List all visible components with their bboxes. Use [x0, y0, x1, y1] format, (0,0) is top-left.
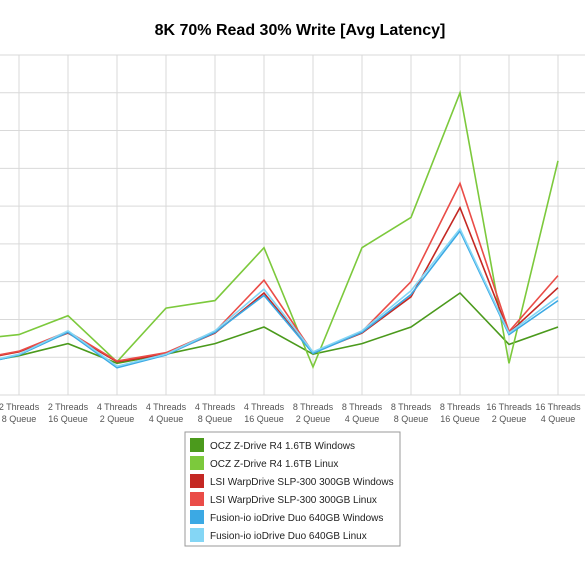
x-tick-label: 8 Queue [394, 414, 429, 424]
x-tick-label: 2 Queue [492, 414, 527, 424]
x-tick-label: 4 Queue [345, 414, 380, 424]
x-tick-label: 8 Threads [342, 402, 383, 412]
x-tick-label: 16 Threads [535, 402, 581, 412]
x-tick-label: 4 Threads [146, 402, 187, 412]
series-line-3 [0, 181, 559, 362]
legend-box [184, 431, 401, 547]
legend-swatch [190, 474, 204, 488]
series-line-1 [0, 89, 559, 370]
x-tick-label: 2 Queue [296, 414, 331, 424]
series-line-5 [0, 227, 559, 368]
x-tick-label: 8 Threads [440, 402, 481, 412]
x-tick-label: 16 Queue [440, 414, 480, 424]
x-tick-label: 2 Threads [0, 402, 40, 412]
series-line-4 [0, 229, 559, 369]
x-tick-label: 4 Queue [541, 414, 576, 424]
x-tick-label: 4 Threads [244, 402, 285, 412]
legend-swatch [190, 456, 204, 470]
x-tick-label: 8 Queue [2, 414, 37, 424]
x-tick-label: 8 Threads [293, 402, 334, 412]
x-tick-label: 4 Threads [195, 402, 236, 412]
chart-series-lines [0, 89, 559, 370]
legend-swatch [190, 528, 204, 542]
x-tick-label: 2 Queue [100, 414, 135, 424]
legend-swatch [190, 438, 204, 452]
x-tick-label: 16 Threads [486, 402, 532, 412]
legend-label: LSI WarpDrive SLP-300 300GB Windows [210, 477, 394, 488]
legend-label: OCZ Z-Drive R4 1.6TB Windows [210, 441, 355, 452]
chart-title: 8K 70% Read 30% Write [Avg Latency] [155, 22, 446, 39]
series-line-0 [0, 291, 559, 365]
x-tick-label: 4 Queue [149, 414, 184, 424]
x-tick-label: 8 Queue [198, 414, 233, 424]
legend-label: OCZ Z-Drive R4 1.6TB Linux [210, 459, 338, 470]
chart-grid [0, 54, 585, 396]
chart-legend: OCZ Z-Drive R4 1.6TB Windows OCZ Z-Drive … [184, 431, 401, 547]
legend-swatch [190, 492, 204, 506]
legend-label: Fusion-io ioDrive Duo 640GB Windows [210, 513, 383, 524]
x-tick-label: 16 Queue [48, 414, 88, 424]
x-tick-label: 8 Threads [391, 402, 432, 412]
x-tick-label: 16 Queue [244, 414, 284, 424]
legend-label: Fusion-io ioDrive Duo 640GB Linux [210, 531, 367, 542]
x-tick-label: 4 Threads [97, 402, 138, 412]
legend-label: LSI WarpDrive SLP-300 300GB Linux [210, 495, 377, 506]
x-tick-label: 2 Threads [48, 402, 89, 412]
legend-swatch [190, 510, 204, 524]
